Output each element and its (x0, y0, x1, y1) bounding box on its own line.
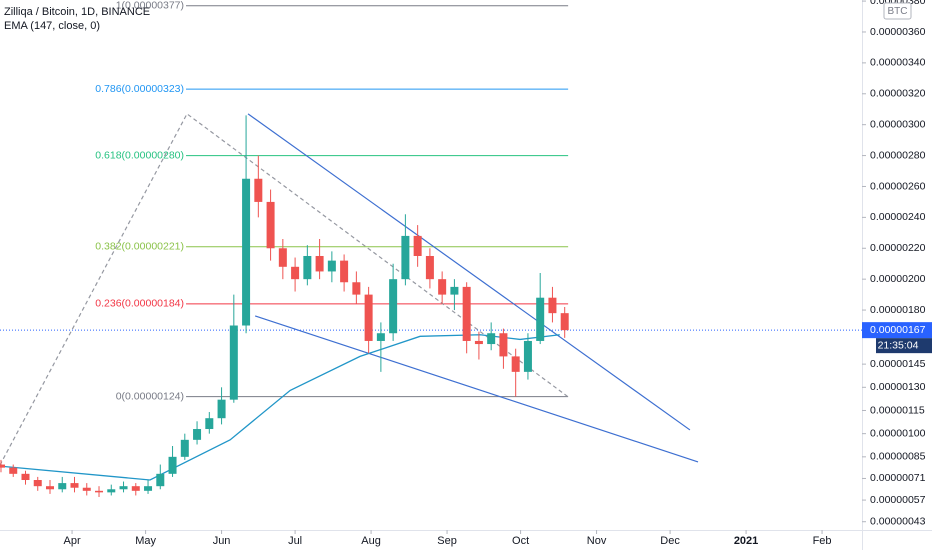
y-tick-label: 0.00000220 (870, 242, 926, 254)
currency-badge[interactable] (883, 2, 912, 20)
candle-body (95, 490, 104, 493)
candle-body (70, 483, 79, 488)
candle-body (278, 248, 287, 267)
y-tick-label: 0.00000300 (870, 118, 926, 130)
candle-body (499, 333, 508, 357)
trend-line (247, 113, 691, 431)
candle-body (291, 266, 300, 280)
candle-body (58, 483, 67, 490)
last-price-badge (862, 322, 932, 339)
x-tick-label: Jul (288, 535, 302, 547)
candle-body (462, 286, 471, 341)
candle-body (33, 480, 42, 487)
candle-body (315, 255, 324, 272)
candle-body (254, 178, 263, 202)
candle-body (45, 486, 54, 490)
candle-body (119, 486, 128, 490)
last-price-label: 0.00000167 (870, 324, 926, 336)
countdown-label: 21:35:04 (878, 339, 919, 351)
candle-body (389, 279, 398, 334)
x-tick-label: 2021 (734, 535, 758, 547)
x-tick-label: Feb (813, 535, 832, 547)
candle-body (107, 489, 116, 493)
candle-body (205, 418, 214, 430)
x-tick-label: Apr (63, 535, 80, 547)
candle-body (511, 356, 520, 372)
y-tick-label: 0.00000320 (870, 88, 926, 100)
candle-body (242, 178, 251, 326)
candle-body (536, 297, 545, 341)
candle-body (266, 201, 275, 249)
y-tick-label: 0.00000340 (870, 57, 926, 69)
y-tick-label: 0.00000240 (870, 211, 926, 223)
currency-label: BTC (888, 6, 908, 17)
candle-body (340, 260, 349, 283)
y-tick-label: 0.00000071 (870, 472, 926, 484)
candle-body (180, 439, 189, 457)
candle-body (364, 294, 373, 341)
candle-body (21, 473, 30, 481)
candle-body (82, 487, 91, 491)
x-tick-label: Aug (361, 535, 381, 547)
x-tick-label: Dec (660, 535, 680, 547)
candle-body (217, 399, 226, 419)
fib-label: 0(0.00000124) (116, 390, 184, 402)
x-tick-label: Nov (587, 535, 607, 547)
candle-body (229, 325, 238, 400)
y-tick-label: 0.00000115 (870, 404, 925, 416)
x-tick-label: Jun (213, 535, 231, 547)
candle-body (474, 340, 483, 345)
chart-title: Zilliqa / Bitcoin, 1D, BINANCE (4, 6, 150, 18)
candle-body (376, 333, 385, 341)
candle-body (548, 297, 557, 314)
candle-body (425, 255, 434, 280)
candle-body (131, 486, 140, 491)
y-tick-label: 0.00000085 (870, 451, 926, 463)
fib-label: 0.618(0.00000280) (95, 149, 184, 161)
indicator-label: EMA (147, close, 0) (4, 20, 100, 32)
axes: 0.000003800.000003600.000003400.00000320… (63, 0, 932, 547)
fib-trend-line (0, 112, 569, 466)
x-tick-label: Sep (437, 535, 457, 547)
candle-body (450, 286, 459, 295)
fib-label: 0.786(0.00000323) (95, 83, 184, 95)
x-tick-label: May (135, 535, 156, 547)
y-tick-label: 0.00000360 (870, 26, 926, 38)
y-tick-label: 0.00000100 (870, 427, 926, 439)
candle-body (144, 486, 153, 491)
fib-label: 0.236(0.00000184) (95, 298, 184, 310)
candle-body (523, 340, 532, 372)
x-tick-label: Oct (512, 535, 529, 547)
y-tick-label: 0.00000145 (870, 358, 926, 370)
y-tick-label: 0.00000180 (870, 304, 926, 316)
countdown-badge (876, 338, 932, 354)
y-tick-label: 0.00000043 (870, 515, 926, 527)
candle-body (487, 333, 496, 345)
candle-body (193, 429, 202, 440)
candle-body (438, 279, 447, 295)
y-tick-label: 0.00000057 (870, 494, 926, 506)
fib-label: 0.382(0.00000221) (95, 241, 184, 253)
candle-body (9, 467, 18, 474)
y-tick-label: 0.00000130 (870, 381, 926, 393)
candle-body (560, 313, 569, 331)
candle-body (0, 464, 5, 468)
candle-body (327, 260, 336, 272)
candle-body (352, 282, 361, 295)
trend-line (254, 315, 699, 463)
candle-body (156, 473, 165, 487)
plot-area: 1(0.00000377) 0.786(0.00000323) 0.618(0.00… (0, 0, 862, 497)
y-tick-label: 0.00000280 (870, 149, 926, 161)
y-tick-label: 0.00000200 (870, 273, 926, 285)
candle-body (303, 255, 312, 280)
candle-body (168, 456, 177, 474)
candle-body (413, 235, 422, 256)
y-tick-label: 0.00000260 (870, 180, 926, 192)
candle-body (401, 235, 410, 280)
fib-label: 1(0.00000377) (116, 0, 184, 11)
